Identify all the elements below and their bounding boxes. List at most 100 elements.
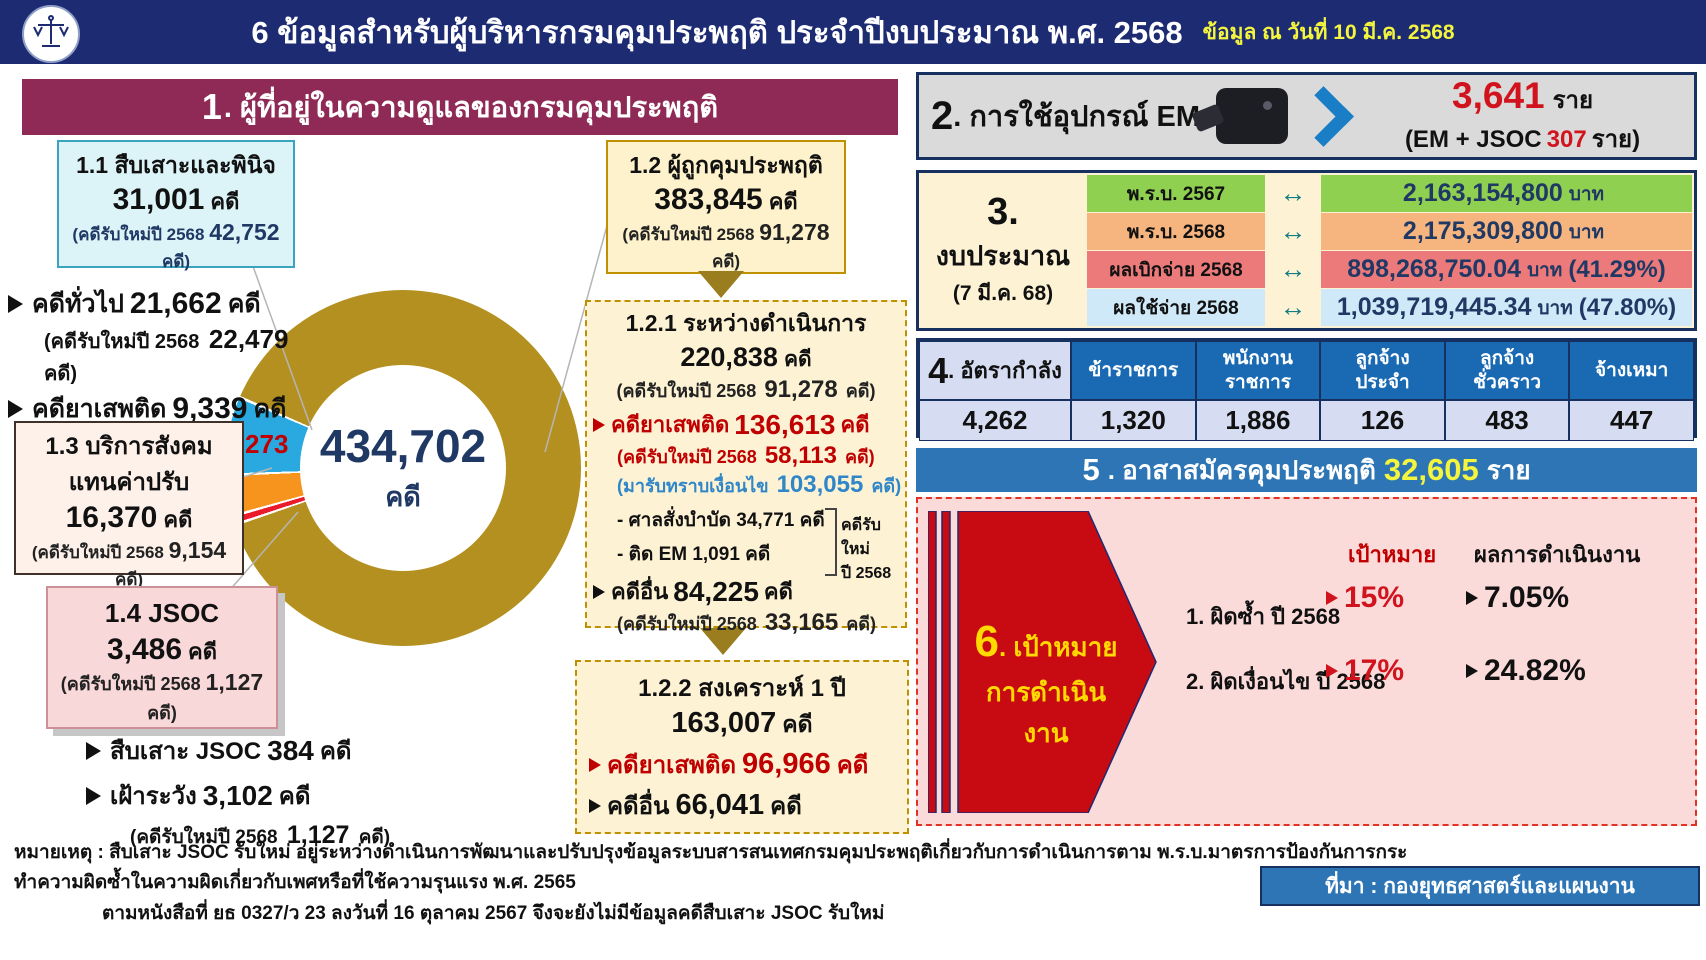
volunteers-value: 32,605	[1383, 452, 1479, 487]
box-1-1-new-cases: (คดีรับใหม่ปี 2568 42,752 คดี)	[72, 218, 280, 271]
chevron-right-icon	[1293, 85, 1354, 147]
box-1-4-new-cases: (คดีรับใหม่ปี 2568 1,127 คดี)	[60, 669, 264, 723]
box-1-2-value: 383,845	[654, 182, 763, 216]
box-1-1-title: 1.1 สืบเสาะและพินิจ	[76, 152, 276, 178]
arrow-bullet-icon	[1326, 591, 1338, 605]
box-1-2-2-title: 1.2.2 สงเคราะห์ 1 ปี	[638, 675, 846, 702]
section3-date: (7 มี.ค. 68)	[952, 282, 1054, 305]
general-cases-new: (คดีรับใหม่ปี 2568 22,479 คดี)	[44, 324, 289, 385]
box-1-4-jsoc: 1.4 JSOC 3,486 คดี (คดีรับใหม่ปี 2568 1,1…	[46, 586, 278, 729]
double-arrow-icon	[1280, 256, 1307, 283]
source-credit: ที่มา : กองยุทธศาสตร์และแผนงาน	[1260, 866, 1700, 906]
goal-row-label: 1. ผิดซ้ำ ปี 2568	[1186, 604, 1341, 629]
box-1-2-2-one-year-aid: 1.2.2 สงเคราะห์ 1 ปี 163,007 คดี คดียาเสพ…	[575, 660, 909, 834]
box-1-2-2-total: 163,007 คดี	[671, 707, 813, 739]
em-jsoc-subtotal: (EM + JSOC 307 ราย)	[1404, 125, 1641, 153]
arrow-bullet-icon	[593, 417, 605, 432]
box-1-2-2-other-line: คดีอื่น 66,041 คดี	[589, 786, 907, 825]
staffing-value: 126	[1320, 400, 1445, 441]
budget-row: ผลใช้จ่าย 2568 1,039,719,445.34บาท(47.80…	[1087, 289, 1692, 326]
goals-target-header: เป้าหมาย	[1348, 542, 1437, 567]
box-1-2-1-subitems: - ศาลสั่งบำบัด 34,771 คดี - ติด EM 1,091…	[617, 504, 905, 582]
flow-arrow-down-icon	[700, 628, 746, 655]
box-1-2-new-cases: (คดีรับใหม่ปี 2568 91,278 คดี)	[622, 218, 830, 271]
section1-title: . ผู้ที่อยู่ในความดูแลของกรมคุมประพฤติ	[223, 92, 719, 124]
goal-row-target: 17%	[1326, 654, 1404, 688]
box-1-1-investigation: 1.1 สืบเสาะและพินิจ 31,001 คดี (คดีรับใหม…	[57, 140, 295, 271]
box-1-3-title: 1.3 บริการสังคม แทนค่าปรับ	[45, 433, 213, 496]
goal-row-result: 7.05%	[1466, 581, 1569, 615]
section5-number: 5	[1082, 452, 1100, 487]
footnotes: หมายเหตุ : สืบเสาะ JSOC รับใหม่ อยู่ระหว…	[14, 838, 1444, 929]
staffing-value: 1,320	[1071, 400, 1196, 441]
staffing-value: 447	[1569, 400, 1694, 441]
staffing-total: 4,262	[919, 400, 1071, 441]
section3-label-block: 3. งบประมาณ (7 มี.ค. 68)	[919, 173, 1087, 328]
arrow-bullet-icon	[589, 798, 601, 813]
em-total-value: 3,641	[1452, 74, 1545, 116]
box-1-2-1-drug-line: คดียาเสพติด 136,613 คดี	[593, 407, 905, 442]
staffing-header: จ้างเหมา	[1569, 341, 1694, 400]
jsoc-watch-line: เฝ้าระวัง 3,102 คดี	[86, 776, 446, 815]
goal-row-label: 2. ผิดเงื่อนไข ปี 2568	[1186, 669, 1386, 694]
section2-em-devices: 2 . การใช้อุปกรณ์ EM 3,641 ราย (EM + JSOC…	[916, 72, 1697, 160]
arrow-bullet-icon	[1466, 591, 1478, 605]
staffing-value: 483	[1444, 400, 1570, 441]
jsoc-bullets: สืบเสาะ JSOC 384 คดี เฝ้าระวัง 3,102 คดี (คด…	[86, 731, 446, 852]
section5-volunteers-bar: 5 . อาสาสมัครคุมประพฤติ 32,605 ราย	[916, 448, 1697, 492]
box-1-4-value: 3,486	[106, 633, 183, 666]
box-1-3-new-cases: (คดีรับใหม่ปี 2568 9,154 คดี)	[31, 537, 227, 589]
box-1-2-1-total: 220,838 คดี	[680, 342, 812, 372]
box-1-2-title: 1.2 ผู้ถูกคุมประพฤติ	[629, 152, 823, 178]
staffing-value: 1,886	[1195, 400, 1321, 441]
arrow-bullet-icon	[593, 584, 605, 599]
staffing-title-cell: 4. อัตรากำลัง	[919, 341, 1071, 400]
goal-arrow-shape	[928, 511, 1157, 813]
goal-row-result: 24.82%	[1466, 654, 1586, 688]
box-1-2-1-condition-line: (มารับทราบเงื่อนไข 103,055 คดี)	[617, 471, 902, 498]
scales-icon	[33, 15, 69, 47]
staffing-header: ลูกจ้าง ประจำ	[1320, 341, 1445, 400]
flow-arrow-down-icon	[698, 271, 744, 298]
goal-row-target: 15%	[1326, 581, 1404, 615]
data-as-of-date: ข้อมูล ณ วันที่ 10 มี.ค. 2568	[1202, 20, 1455, 44]
arrow-bullet-icon	[8, 400, 23, 418]
arrow-bullet-icon	[86, 741, 101, 760]
box-1-2-1-new: (คดีรับใหม่ปี 2568 91,278 คดี)	[616, 376, 876, 403]
page-title: 6 ข้อมูลสำหรับผู้บริหารกรมคุมประพฤติ ประ…	[251, 15, 1183, 50]
general-cases-line: คดีทั่วไป 21,662 คดี	[8, 284, 328, 324]
staffing-header: ข้าราชการ	[1071, 341, 1196, 400]
box-1-2-probationers: 1.2 ผู้ถูกคุมประพฤติ 383,845 คดี (คดีรับใ…	[606, 140, 846, 274]
goal-arrow-text: 6. เป้าหมาย การดำเนินงาน	[974, 617, 1118, 748]
section3-title: งบประมาณ	[935, 241, 1071, 271]
section6-goals: 6. เป้าหมาย การดำเนินงาน เป้าหมาย ผลการด…	[916, 497, 1697, 826]
goals-result-header: ผลการดำเนินงาน	[1474, 542, 1641, 567]
donut-center: 434,702 คดี	[300, 365, 506, 571]
staffing-header: ลูกจ้าง ชั่วคราว	[1444, 341, 1570, 400]
section2-number: 2	[931, 93, 954, 138]
double-arrow-icon	[1280, 294, 1307, 321]
section2-values: 3,641 ราย (EM + JSOC 307 ราย)	[1363, 75, 1682, 158]
section3-number: 3.	[987, 191, 1019, 233]
total-cases-unit: คดี	[385, 481, 421, 512]
arrow-bullet-icon	[589, 757, 601, 772]
box-1-3-community-service: 1.3 บริการสังคม แทนค่าปรับ 16,370 คดี (คดี…	[14, 421, 244, 589]
box-1-2-2-drug-line: คดียาเสพติด 96,966 คดี	[589, 745, 907, 784]
arrow-bullet-icon	[86, 786, 101, 805]
section1-title-bar: 1 . ผู้ที่อยู่ในความดูแลของกรมคุมประพฤติ	[22, 79, 898, 135]
ministry-logo	[22, 5, 80, 63]
staffing-header: พนักงาน ราชการ	[1195, 341, 1321, 400]
box-1-2-1-other-line: คดีอื่น 84,225 คดี	[593, 574, 905, 609]
box-1-2-1-title: 1.2.1 ระหว่างดำเนินการ	[625, 310, 867, 336]
arrow-bullet-icon	[1466, 664, 1478, 678]
section2-title: . การใช้อุปกรณ์ EM	[953, 101, 1201, 133]
budget-row: ผลเบิกจ่าย 2568 898,268,750.04บาท(41.29%…	[1087, 251, 1692, 288]
box-1-4-title: 1.4 JSOC	[104, 598, 220, 628]
section1-number: 1	[201, 86, 222, 127]
double-arrow-icon	[1280, 218, 1307, 245]
jsoc-investigate-line: สืบเสาะ JSOC 384 คดี	[86, 731, 446, 770]
